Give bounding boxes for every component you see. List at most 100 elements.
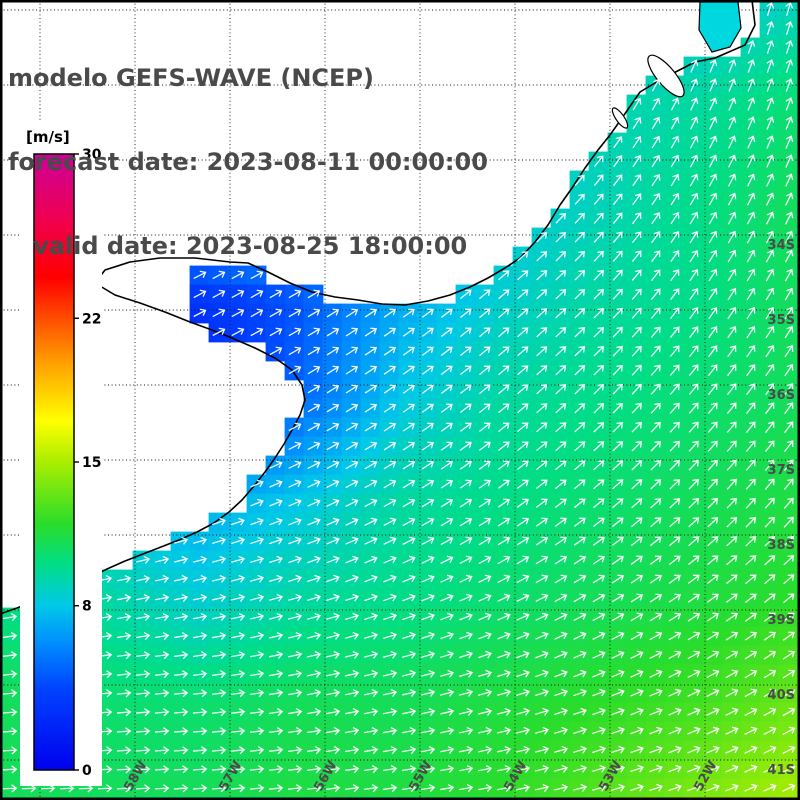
colorbar-tick-label: 22: [82, 311, 101, 327]
wind-arrow: [440, 441, 453, 451]
wind-arrow: [459, 460, 472, 470]
wind-arrow: [746, 249, 756, 263]
wind-arrow: [785, 192, 794, 206]
wind-arrow: [383, 384, 396, 394]
wind-arrow: [782, 707, 796, 717]
wind-arrow: [536, 460, 548, 471]
wind-arrow: [2, 651, 18, 660]
wind-arrow: [211, 651, 227, 660]
wind-arrow: [193, 574, 208, 583]
wind-arrow: [497, 460, 510, 470]
wind-arrow: [401, 745, 417, 755]
wind-arrow: [782, 631, 795, 641]
wind-arrow: [326, 460, 340, 470]
wind-arrow: [574, 289, 586, 300]
wind-arrow: [613, 174, 623, 187]
wind-arrow: [364, 403, 378, 413]
wind-arrow: [650, 269, 661, 282]
wind-arrow: [155, 555, 170, 564]
wind-arrow: [307, 441, 321, 451]
wind-arrow: [689, 249, 699, 263]
wind-arrow: [592, 536, 605, 546]
wind-arrow: [573, 745, 588, 754]
coastal-lagoon: [698, 1, 742, 53]
wind-arrow: [725, 783, 739, 792]
wind-arrow: [593, 231, 604, 243]
wind-arrow: [555, 365, 567, 376]
wind-arrow: [592, 726, 606, 735]
wind-arrow: [669, 536, 681, 547]
wind-arrow: [706, 612, 720, 622]
wind-arrow: [611, 593, 625, 603]
wind-arrow: [326, 574, 340, 583]
wind-arrow: [154, 689, 170, 698]
wind-arrow: [763, 707, 777, 717]
wind-arrow: [593, 307, 605, 319]
wind-arrow: [192, 612, 208, 622]
wind-arrow: [135, 727, 151, 736]
wind-arrow: [785, 1, 794, 16]
wind-arrow: [325, 727, 341, 736]
wind-arrow: [211, 689, 227, 698]
wind-arrow: [555, 212, 567, 224]
wind-arrow: [670, 116, 680, 130]
wind-arrow: [2, 670, 18, 679]
wind-arrow: [192, 708, 208, 717]
wind-arrow: [574, 403, 586, 414]
wind-arrow: [440, 422, 453, 432]
wind-arrow: [535, 612, 549, 621]
wind-arrow: [383, 650, 398, 659]
wind-arrow: [421, 308, 434, 318]
wind-arrow: [574, 174, 585, 186]
wind-arrow: [459, 422, 472, 432]
wind-arrow: [668, 631, 682, 641]
wind-arrow: [535, 783, 550, 792]
wind-arrow: [479, 308, 491, 319]
wind-arrow: [670, 173, 680, 187]
wind-arrow: [287, 669, 303, 679]
wind-arrow: [154, 612, 170, 622]
wind-arrow: [154, 746, 170, 755]
wind-arrow: [573, 764, 588, 773]
wind-arrow: [782, 669, 796, 679]
wind-arrow: [364, 384, 378, 394]
wind-arrow: [2, 689, 18, 698]
wind-arrow: [269, 631, 284, 640]
wind-arrow: [631, 307, 642, 319]
wind-arrow: [364, 308, 378, 318]
wind-arrow: [611, 783, 626, 792]
wind-arrow: [306, 727, 322, 736]
wind-arrow: [364, 631, 379, 640]
wind-arrow: [536, 327, 548, 338]
wind-arrow: [784, 325, 794, 339]
wind-arrow: [690, 78, 699, 92]
wind-arrow: [650, 421, 661, 433]
wind-arrow: [670, 97, 680, 111]
wind-arrow: [707, 478, 718, 490]
wind-arrow: [306, 746, 322, 755]
wind-arrow: [782, 650, 796, 660]
wind-arrow: [554, 536, 568, 546]
wind-arrow: [307, 308, 321, 318]
wind-arrow: [593, 441, 605, 452]
wind-arrow: [364, 517, 378, 526]
wind-arrow: [326, 517, 340, 526]
colorbar-unit-label: [m/s]: [26, 128, 70, 146]
wind-arrow: [745, 459, 756, 471]
wind-arrow: [708, 154, 718, 168]
wind-arrow: [421, 365, 434, 375]
wind-arrow: [782, 688, 796, 698]
wind-arrow: [708, 173, 718, 187]
wind-arrow: [763, 669, 777, 679]
wind-arrow: [345, 460, 359, 470]
wind-arrow: [554, 745, 569, 754]
wind-arrow: [573, 650, 587, 659]
wind-arrow: [516, 783, 531, 792]
wind-arrow: [2, 632, 18, 641]
wind-arrow: [573, 517, 586, 527]
wind-arrow: [766, 1, 775, 16]
wind-arrow: [383, 479, 397, 489]
wind-arrow: [649, 726, 663, 735]
wind-arrow: [135, 593, 151, 603]
